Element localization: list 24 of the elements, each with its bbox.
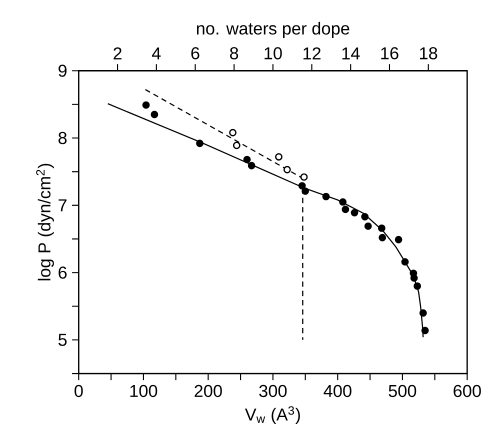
y-tick-label: 8 <box>58 132 67 144</box>
x-tick-label: 300 <box>259 384 287 397</box>
y-tick-label: 5 <box>58 334 67 346</box>
x-tick-label: 100 <box>130 384 158 397</box>
x-tick-label: 600 <box>454 384 481 397</box>
x-axis-title: V$_{w}$ (A$^{3}$) <box>244 406 300 424</box>
y-tick-label: 7 <box>58 199 66 212</box>
x-tick-label: 0 <box>74 384 83 397</box>
x2-tick-label: 12 <box>304 47 321 60</box>
y-tick-label: 6 <box>58 266 67 279</box>
x2-tick-label: 10 <box>264 47 282 60</box>
x2-tick-label: 14 <box>342 47 360 60</box>
x2-tick-label: 18 <box>420 47 438 60</box>
y-tick-label: 9 <box>58 64 67 77</box>
x2-tick-label: 8 <box>230 47 238 60</box>
x2-tick-label: 16 <box>381 47 398 60</box>
x-tick-label: 500 <box>388 384 416 397</box>
x-tick-label: 200 <box>194 384 222 397</box>
y-axis-title: log P (dyn/cm$^{2}$) <box>36 164 54 280</box>
x2-tick-label: 4 <box>152 47 161 60</box>
x2-tick-label: 2 <box>114 47 122 60</box>
x2-axis-title: no. waters per dope <box>196 22 350 38</box>
x2-tick-label: 6 <box>191 47 200 60</box>
x-tick-label: 400 <box>324 384 352 397</box>
